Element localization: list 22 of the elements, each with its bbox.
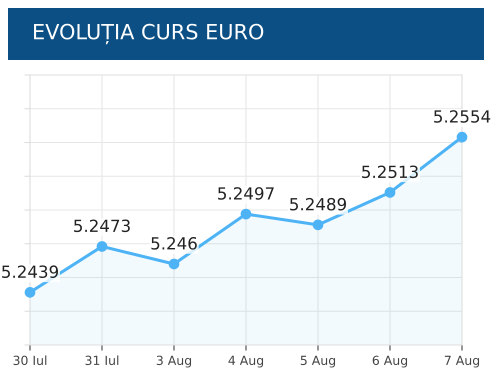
data-label: 5.2513	[362, 166, 418, 178]
x-tick-label: 5 Aug	[300, 356, 336, 368]
data-label: 5.2473	[74, 220, 130, 232]
point	[384, 187, 396, 198]
x-tick-label: 6 Aug	[372, 356, 408, 368]
data-label: 5.2489	[290, 198, 346, 211]
chart-title: EVOLUȚIA CURS EURO	[34, 24, 264, 44]
point	[24, 286, 36, 298]
x-tick-label: 30 Iul	[13, 355, 46, 366]
point	[168, 258, 180, 270]
data-label: 5.2497	[218, 187, 274, 200]
x-tick-label: 7 Aug	[444, 356, 480, 368]
x-tick-label: 31 Iul	[85, 355, 118, 366]
data-label: 5.246	[151, 237, 197, 250]
data-label: 5.2554	[434, 110, 490, 123]
point	[240, 208, 252, 220]
x-tick-label: 3 Aug	[156, 356, 192, 368]
x-tick-label: 4 Aug	[228, 356, 264, 368]
data-label: 5.2439	[2, 265, 58, 278]
point	[456, 132, 468, 142]
point	[312, 219, 324, 230]
point	[96, 241, 108, 252]
